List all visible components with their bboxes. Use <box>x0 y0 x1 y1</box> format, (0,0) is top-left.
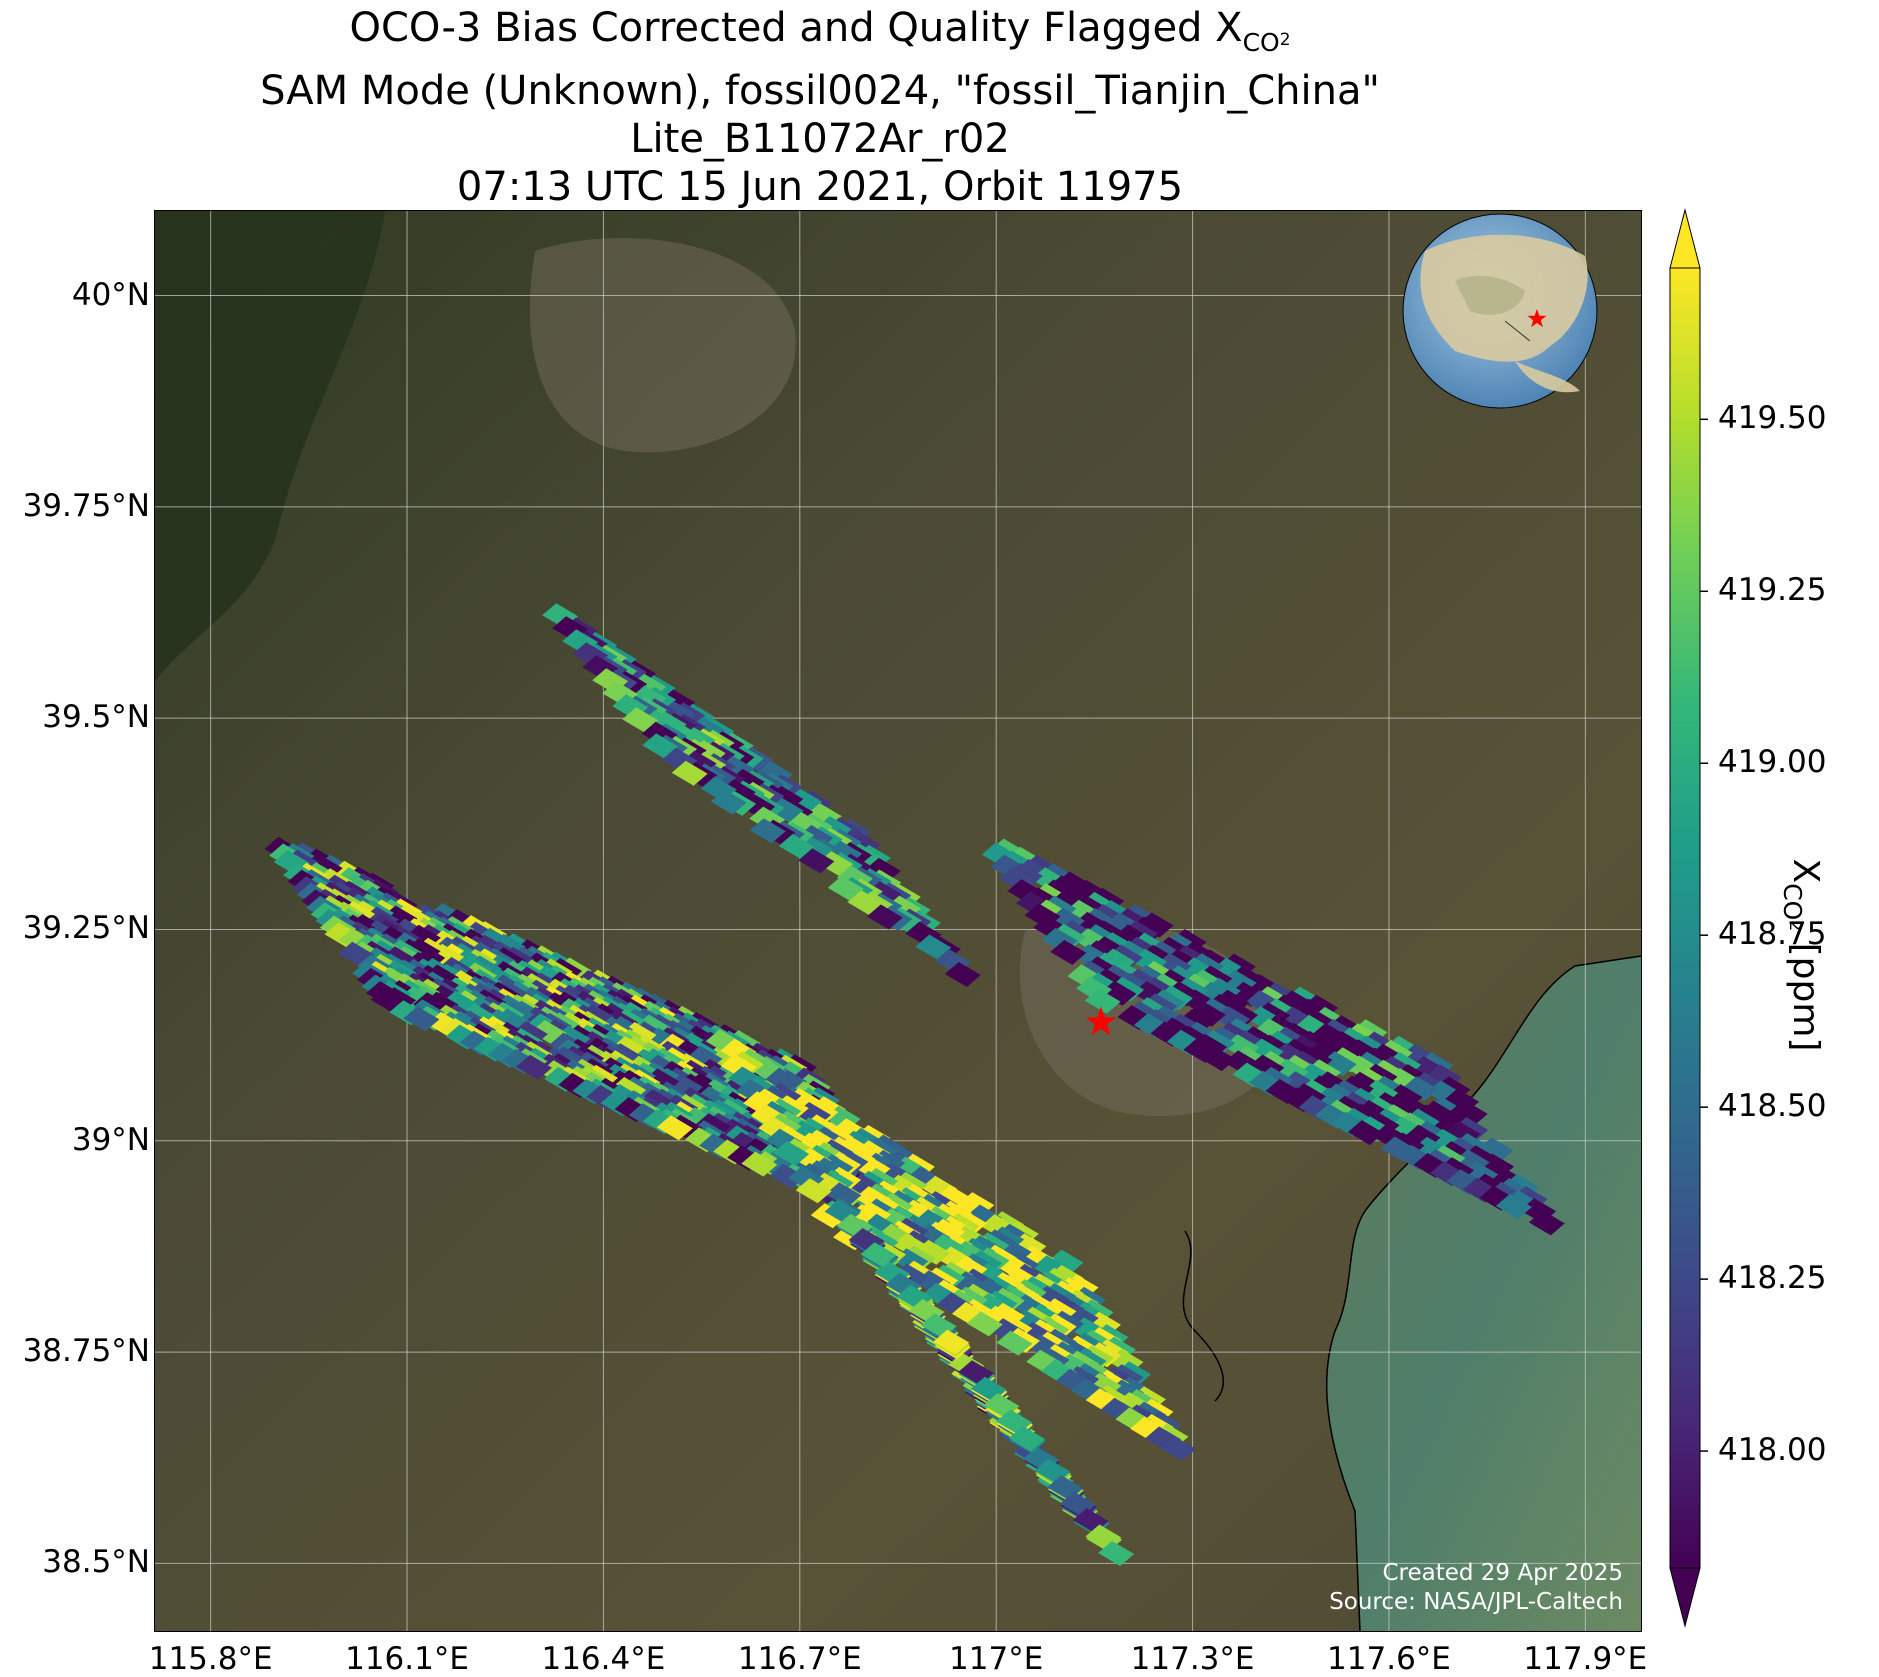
xco2-footprint <box>1199 1046 1236 1072</box>
xco2-footprint <box>749 818 786 844</box>
xco2-footprint <box>642 733 679 759</box>
xco2-footprint <box>825 1182 862 1208</box>
title-line-2: SAM Mode (Unknown), fossil0024, "fossil_… <box>260 68 1380 114</box>
colorbar <box>1669 208 1708 1628</box>
xco2-footprint <box>1477 1137 1514 1163</box>
xco2-footprint <box>765 1067 802 1093</box>
title-line-1: OCO-3 Bias Corrected and Quality Flagged… <box>349 5 1291 57</box>
x-tick-label: 115.8°E <box>148 1641 273 1677</box>
colorbar-gradient <box>1669 267 1701 1569</box>
globe-target-star <box>1527 309 1547 328</box>
colorbar-tick-label: 418.75 <box>1718 916 1827 953</box>
x-tick-label: 117.3°E <box>1130 1641 1255 1677</box>
xco2-footprint <box>944 962 981 987</box>
colorbar-tick-label: 419.00 <box>1718 744 1827 781</box>
xco2-footprint <box>1050 939 1087 965</box>
y-tick-label: 40°N <box>71 276 150 313</box>
map-canvas[interactable] <box>155 211 1641 1631</box>
xco2-footprint <box>827 875 864 901</box>
mountain-region <box>155 211 385 681</box>
y-tick-label: 39.5°N <box>42 699 150 736</box>
xco2-footprint <box>1320 1051 1357 1077</box>
xco2-footprint <box>773 1141 810 1166</box>
beijing-urban-area <box>529 237 796 453</box>
xco2-footprint <box>671 760 708 786</box>
xco2-footprint <box>516 1054 552 1080</box>
xco2-footprint <box>847 890 884 916</box>
xco2-footprints <box>264 603 1565 1566</box>
y-tick-label: 39.25°N <box>22 910 150 947</box>
colorbar-bottom-extend <box>1669 1567 1701 1628</box>
colorbar-top-extend <box>1669 208 1701 269</box>
xco2-footprint <box>866 904 903 930</box>
xco2-footprint <box>795 1178 832 1204</box>
xco2-footprint <box>710 789 747 815</box>
xco2-footprint <box>996 1330 1033 1356</box>
xco2-footprint <box>1009 1426 1045 1451</box>
coastline-inland <box>1182 1230 1225 1402</box>
xco2-footprint <box>741 1151 778 1177</box>
xco2-footprint <box>864 857 901 883</box>
y-tick-label: 38.5°N <box>42 1544 150 1581</box>
xco2-footprint <box>966 1311 1003 1337</box>
credits: Created 29 Apr 2025 Source: NASA/JPL-Cal… <box>1329 1560 1623 1615</box>
y-tick-label: 39°N <box>71 1121 150 1158</box>
colorbar-tick-label: 418.50 <box>1718 1088 1827 1125</box>
colorbar-tick-label: 419.50 <box>1718 400 1827 437</box>
xco2-footprint <box>1047 1249 1084 1275</box>
x-tick-label: 116.4°E <box>541 1641 666 1677</box>
x-tick-label: 116.1°E <box>345 1641 469 1677</box>
inset-globe <box>1402 213 1598 409</box>
bohai-sea <box>1326 956 1641 1631</box>
xco2-footprint <box>1347 1120 1384 1146</box>
xco2-footprint <box>933 1329 970 1355</box>
y-tick-label: 38.75°N <box>22 1333 150 1370</box>
figure-title: OCO-3 Bias Corrected and Quality Flagged… <box>0 4 1640 211</box>
target-star-marker <box>1085 1006 1117 1036</box>
xco2-footprint <box>1181 1005 1218 1031</box>
xco2-footprint <box>810 1203 847 1229</box>
title-line-4: 07:13 UTC 15 Jun 2021, Orbit 11975 <box>456 164 1184 210</box>
map-panel[interactable]: Created 29 Apr 2025 Source: NASA/JPL-Cal… <box>154 210 1642 1632</box>
colorbar-tick-label: 418.00 <box>1718 1432 1827 1469</box>
colorbar-tick-label: 418.25 <box>1718 1260 1827 1297</box>
colorbar-tick-label: 419.25 <box>1718 572 1827 609</box>
x-tick-label: 116.7°E <box>737 1641 862 1677</box>
xco2-footprint <box>403 1006 440 1032</box>
y-tick-label: 39.75°N <box>22 487 150 524</box>
x-tick-label: 117.9°E <box>1523 1641 1648 1677</box>
colorbar-title: XCO2 [ppm] <box>1778 858 1826 1052</box>
xco2-footprint <box>1160 1436 1196 1461</box>
coastline <box>1325 955 1641 1631</box>
xco2-footprint <box>622 707 659 733</box>
x-tick-label: 117°E <box>949 1641 1044 1677</box>
title-line-3: Lite_B11072Ar_r02 <box>630 116 1010 162</box>
xco2-footprint <box>1402 1076 1439 1102</box>
xco2-footprint <box>1100 980 1137 1006</box>
xco2-footprint <box>1528 1210 1565 1236</box>
xco2-footprint <box>778 834 815 859</box>
x-tick-label: 117.6°E <box>1327 1641 1451 1677</box>
xco2-footprint <box>798 848 835 874</box>
xco2-footprint <box>860 1242 897 1268</box>
xco2-footprint <box>1084 988 1121 1014</box>
xco2-footprint <box>656 1115 693 1141</box>
xco2-footprint <box>1098 1541 1135 1566</box>
xco2-footprint <box>915 934 952 960</box>
xco2-footprint <box>1495 1194 1532 1219</box>
